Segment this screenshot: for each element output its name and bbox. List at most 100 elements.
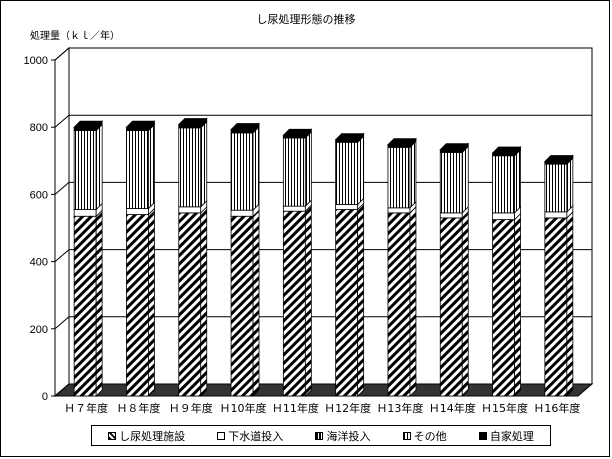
bar-side [200, 120, 208, 208]
bar-segment [492, 148, 521, 214]
bar-side [200, 205, 208, 397]
bar-front [439, 151, 463, 214]
bar-side [461, 210, 469, 397]
bar-front [387, 207, 411, 214]
bar-front [126, 130, 149, 209]
bar-segment [439, 145, 469, 214]
y-axis-label: 処理量（ｋｌ／年） [30, 31, 120, 42]
bar-front [544, 211, 568, 219]
bar-front [126, 214, 149, 397]
bar-segment [178, 120, 208, 208]
bar-segment [230, 125, 260, 212]
bar-front [544, 163, 568, 213]
legend-item: 自家処理 [478, 428, 534, 444]
gridline [54, 114, 592, 128]
legend-label: その他 [413, 429, 447, 443]
bar-side [566, 210, 574, 397]
bar-top [177, 118, 208, 125]
bar-front [335, 141, 359, 205]
bar-side [252, 125, 260, 212]
x-tick-label: Ｈ９年度 [169, 401, 213, 415]
bar-top [543, 155, 574, 162]
gridline [54, 249, 592, 262]
bar-front [335, 139, 359, 143]
bar-top [125, 120, 156, 128]
x-tick-label: Ｈ11年度 [272, 401, 319, 415]
bar-top [282, 128, 313, 136]
bar-side [95, 123, 103, 211]
bar-front [387, 144, 411, 148]
bar-segment [492, 212, 521, 397]
x-tick-label: Ｈ７年度 [64, 401, 108, 415]
bar-side [409, 205, 417, 397]
bar-segment [335, 135, 365, 206]
legend-label: 自家処理 [489, 429, 534, 443]
bar-side [409, 140, 417, 209]
bar-side [514, 148, 521, 214]
legend-label: し尿処理施設 [119, 429, 186, 443]
bar-front [492, 212, 515, 221]
bar-front [439, 217, 463, 397]
bar-front [230, 129, 254, 134]
bar-top [491, 146, 522, 154]
bar-front [178, 124, 202, 129]
legend-item: その他 [402, 428, 447, 444]
bar-segment [439, 210, 469, 397]
legend-label: 海洋投入 [326, 429, 371, 443]
bar-top [334, 133, 365, 141]
gridline [54, 383, 592, 397]
bar-front [439, 212, 463, 219]
bar-segment [282, 130, 312, 208]
bar-segment [544, 157, 574, 213]
legend-swatch [108, 431, 117, 440]
bar-front [178, 206, 202, 214]
bar-front [73, 130, 97, 210]
y-tick-label: 0 [42, 391, 48, 403]
legend-swatch [402, 431, 411, 440]
y-tick-label: 600 [30, 189, 48, 201]
legend-label: 下水道投入 [228, 429, 284, 443]
bar-side [461, 145, 469, 214]
bar-front [73, 209, 97, 217]
bar-front [178, 127, 202, 208]
bar-front [73, 215, 97, 397]
bar-top [230, 123, 261, 130]
bar-front [282, 205, 306, 212]
bar-segment [282, 204, 312, 397]
bar-front [544, 217, 568, 397]
x-tick-label: Ｈ13年度 [376, 401, 423, 415]
bar-front [544, 161, 568, 165]
bar-front [282, 137, 306, 207]
bar-top [439, 143, 470, 151]
bar-segment [178, 205, 208, 397]
legend-swatch [315, 431, 324, 440]
gridline [54, 47, 592, 61]
y-tick-label: 1000 [24, 55, 48, 67]
bar-side [252, 209, 260, 397]
bar-segment [387, 140, 417, 209]
bar-front [230, 209, 254, 217]
bar-side [566, 157, 574, 213]
bar-front [126, 208, 149, 215]
x-tick-label: Ｈ15年度 [481, 401, 528, 415]
x-tick-label: Ｈ14年度 [429, 401, 476, 415]
bar-segment [282, 199, 312, 213]
bar-front [335, 204, 359, 210]
bar-segment [387, 205, 417, 397]
bar-side [95, 209, 103, 397]
legend-item: 下水道投入 [217, 428, 283, 444]
bar-front [230, 132, 254, 211]
bar-front [492, 152, 515, 157]
side-wall [54, 46, 70, 398]
bar-segment [544, 210, 574, 397]
bar-front [335, 209, 359, 397]
bar-side [357, 202, 365, 397]
bar-front [126, 126, 149, 131]
y-tick-label: 400 [30, 257, 48, 269]
bar-side [304, 130, 312, 208]
x-tick-label: Ｈ16年度 [533, 401, 580, 415]
bar-side [304, 204, 312, 397]
legend-item: 海洋投入 [315, 428, 370, 444]
bar-front [73, 126, 97, 131]
